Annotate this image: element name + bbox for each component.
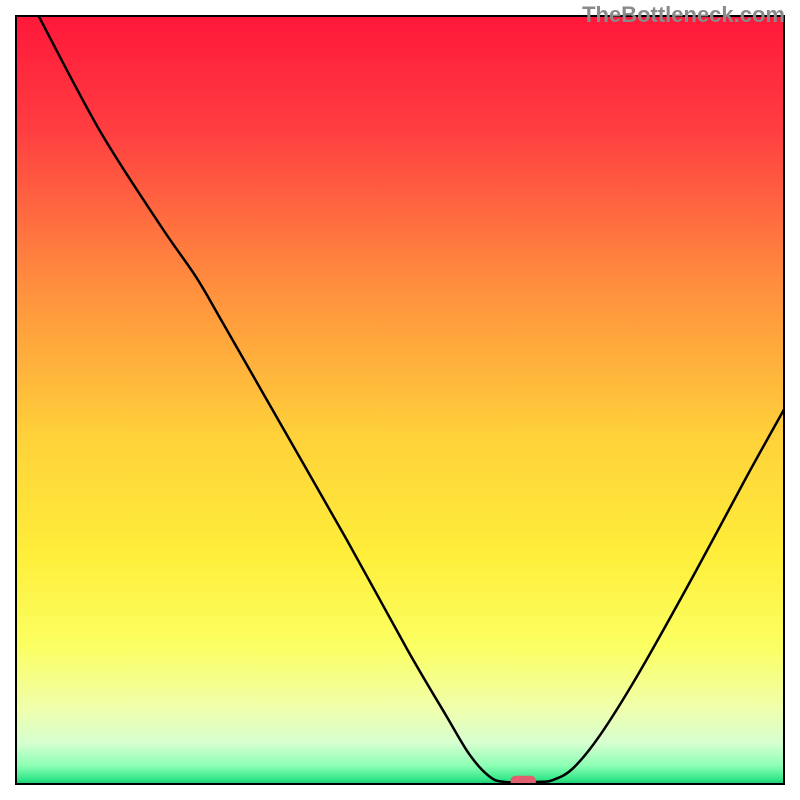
plot-area	[15, 15, 785, 785]
watermark-text: TheBottleneck.com	[582, 2, 785, 28]
chart-background	[15, 15, 785, 785]
chart-svg	[15, 15, 785, 785]
figure-frame: TheBottleneck.com	[0, 0, 800, 800]
